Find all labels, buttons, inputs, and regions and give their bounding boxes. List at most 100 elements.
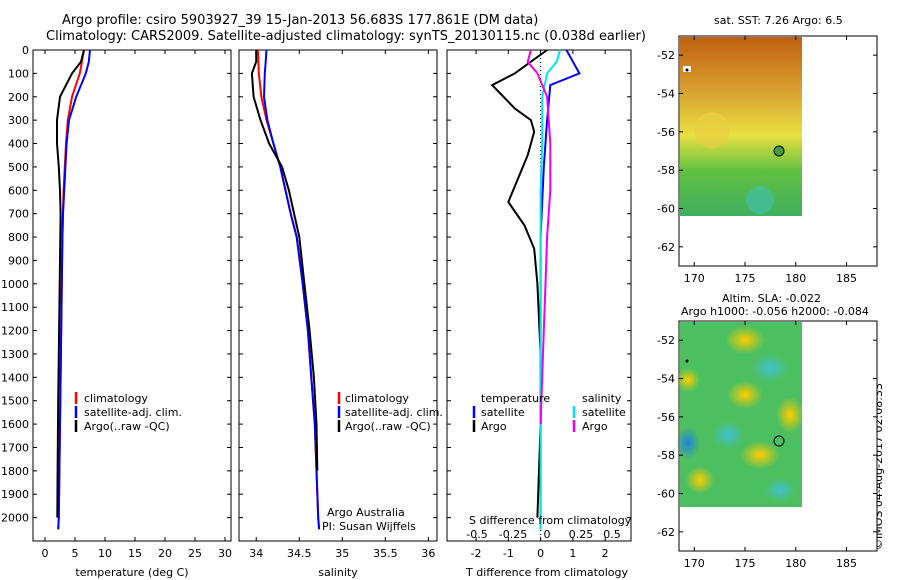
lon-tick-label: 180: [785, 557, 806, 570]
salinity-plot: 34 34.5 35 35.5 36: [249, 49, 435, 560]
lat-tick-label: -62: [657, 526, 675, 539]
difference-panel-frame: [446, 49, 632, 542]
x-tick-label: 20: [158, 547, 172, 560]
depth-tick-label: 1400: [1, 371, 29, 384]
lon-tick-label: 175: [735, 557, 756, 570]
lon-tick-label: 170: [684, 272, 705, 285]
legend-temperature-head: temperature: [481, 392, 550, 405]
depth-tick-label: 0: [22, 44, 29, 57]
lat-tick-label: -58: [657, 164, 675, 177]
temperature-panel-frame: [32, 49, 232, 542]
depth-tick-label: 500: [8, 161, 29, 174]
s-tick-label: 0: [544, 528, 551, 541]
lat-tick-label: -56: [657, 126, 675, 139]
legend-argo: Argo(..raw -QC): [84, 420, 170, 433]
depth-axis: 0 100 200 300 400 500 600 700 800 900 1000 1100 1200…: [1, 44, 631, 525]
depth-tick-label: 2000: [1, 512, 29, 525]
lon-tick-label: 170: [684, 557, 705, 570]
lat-tick-label: -52: [657, 49, 675, 62]
map-marker-small: [685, 68, 689, 72]
sla-map: [676, 320, 878, 552]
lon-tick-label: 175: [735, 272, 756, 285]
depth-tick-label: 800: [8, 231, 29, 244]
x-tick-label: 25: [188, 547, 202, 560]
x-tick-label: 35.5: [373, 547, 398, 560]
lat-tick-label: -62: [657, 241, 675, 254]
lat-tick-label: -54: [657, 373, 675, 386]
sst-map: [678, 35, 878, 267]
series-temperature-satellite: [539, 49, 581, 530]
x-tick-label: -2: [471, 547, 482, 560]
legend-satellite-adj-s: satellite-adj. clim.: [345, 406, 443, 419]
lon-tick-label: 180: [785, 272, 806, 285]
series-satellite-adj-clim-: [262, 49, 321, 530]
legend-climatology: climatology: [84, 392, 148, 405]
depth-tick-label: 1300: [1, 348, 29, 361]
legend-s-argo: Argo: [582, 420, 608, 433]
x-tick-label: -1: [503, 547, 514, 560]
series-argo-raw-qc-: [56, 49, 85, 518]
x-tick-label: 15: [128, 547, 142, 560]
depth-tick-label: 1600: [1, 418, 29, 431]
lat-tick-label: -52: [657, 334, 675, 347]
series-argo-raw-qc-: [250, 50, 319, 471]
x-tick-label: 1: [569, 547, 576, 560]
depth-tick-label: 1900: [1, 488, 29, 501]
credit-line1: Argo Australia: [327, 506, 405, 519]
series-salinity-satellite: [539, 49, 561, 530]
legend-t-argo: Argo: [481, 420, 507, 433]
header-title-line2: Climatology: CARS2009. Satellite-adjuste…: [46, 29, 646, 44]
s-difference-ticks: -0.5 -0.25 0 0.25 0.5: [466, 528, 620, 541]
temperature-plot: 0 5 10 15 20 25 30: [42, 49, 232, 560]
series-salinity-argo: [526, 49, 552, 425]
temperature-xlabel: temperature (deg C): [75, 566, 188, 579]
lat-tick-label: -60: [657, 488, 675, 501]
lon-tick-label: 185: [836, 557, 857, 570]
legend-satellite-adj: satellite-adj. clim.: [84, 406, 182, 419]
legend-s-satellite: satellite: [582, 406, 626, 419]
depth-tick-label: 300: [8, 114, 29, 127]
difference-xlabel: T difference from climatology: [465, 566, 628, 579]
depth-tick-label: 400: [8, 138, 29, 151]
argo-location-marker-sla: [773, 435, 785, 447]
salinity-panel-frame: [238, 49, 438, 542]
depth-tick-label: 1800: [1, 465, 29, 478]
s-tick-label: 0.5: [603, 528, 621, 541]
sla-map-title-1: Altim. SLA: -0.022: [722, 292, 822, 305]
argo-location-marker: [773, 145, 785, 157]
lat-tick-label: -60: [657, 203, 675, 216]
depth-tick-label: 1500: [1, 395, 29, 408]
depth-tick-label: 1700: [1, 441, 29, 454]
x-tick-label: 34.5: [287, 547, 312, 560]
depth-tick-label: 1100: [1, 301, 29, 314]
sla-map-axes: 170 175 180 185 -52 -54 -56 -58 -60 -62: [657, 321, 877, 570]
legend-t-satellite: satellite: [481, 406, 525, 419]
s-tick-label: 0.25: [569, 528, 594, 541]
depth-tick-label: 1200: [1, 325, 29, 338]
x-tick-label: 36: [421, 547, 435, 560]
s-difference-label: S difference from climatology: [469, 514, 632, 527]
series-temperature-argo: [490, 49, 548, 518]
x-tick-label: 5: [72, 547, 79, 560]
sla-map-title-2: Argo h1000: -0.056 h2000: -0.084: [681, 305, 869, 318]
legend-argo-s: Argo(..raw -QC): [345, 420, 431, 433]
depth-tick-label: 100: [8, 67, 29, 80]
series-satellite-adj-clim-: [57, 49, 91, 530]
x-tick-label: 10: [98, 547, 112, 560]
x-tick-label: 0: [42, 547, 49, 560]
difference-plot: -2 -1 0 1 2: [471, 49, 609, 560]
s-tick-label: -0.5: [466, 528, 487, 541]
temperature-legend: climatology satellite-adj. clim. Argo(..…: [74, 392, 182, 433]
depth-tick-label: 200: [8, 91, 29, 104]
x-tick-label: 34: [249, 547, 263, 560]
header-title-line1: Argo profile: csiro 5903927_39 15-Jan-20…: [62, 13, 539, 28]
credit-line2: PI: Susan Wijffels: [322, 520, 416, 533]
difference-legend: temperature salinity satellite Argo sate…: [472, 392, 626, 433]
legend-salinity-head: salinity: [582, 392, 622, 405]
x-tick-label: 30: [218, 547, 232, 560]
legend-climatology-s: climatology: [345, 392, 409, 405]
salinity-xlabel: salinity: [318, 566, 358, 579]
salinity-legend: climatology satellite-adj. clim. Argo(..…: [337, 392, 443, 433]
s-tick-label: -0.25: [499, 528, 527, 541]
